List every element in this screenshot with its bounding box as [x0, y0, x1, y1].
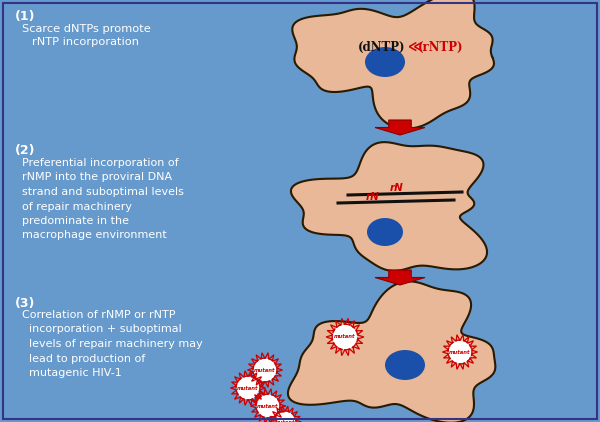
Circle shape — [274, 411, 296, 422]
Text: mutant: mutant — [449, 349, 471, 354]
Text: levels of repair machinery may: levels of repair machinery may — [22, 339, 203, 349]
Polygon shape — [292, 0, 494, 129]
Text: (rNTP): (rNTP) — [418, 41, 464, 54]
Circle shape — [254, 359, 277, 381]
Polygon shape — [375, 270, 425, 285]
Text: predominate in the: predominate in the — [22, 216, 129, 226]
Text: (3): (3) — [15, 297, 35, 310]
Text: lead to production of: lead to production of — [22, 354, 145, 363]
Circle shape — [332, 325, 358, 349]
Polygon shape — [291, 142, 487, 271]
Polygon shape — [375, 120, 425, 135]
Text: mutant: mutant — [274, 419, 296, 422]
Text: Scarce dNTPs promote: Scarce dNTPs promote — [22, 24, 151, 34]
Text: (2): (2) — [15, 144, 35, 157]
Circle shape — [236, 376, 259, 400]
Text: Correlation of rNMP or rNTP: Correlation of rNMP or rNTP — [22, 310, 176, 320]
Text: mutant: mutant — [334, 335, 356, 340]
Text: Preferential incorporation of: Preferential incorporation of — [22, 158, 179, 168]
Text: strand and suboptimal levels: strand and suboptimal levels — [22, 187, 184, 197]
Text: incorporation + suboptimal: incorporation + suboptimal — [22, 325, 182, 335]
Text: macrophage environment: macrophage environment — [22, 230, 167, 241]
Circle shape — [257, 395, 280, 417]
Ellipse shape — [365, 47, 405, 77]
Text: rN: rN — [390, 183, 404, 193]
Text: mutant: mutant — [254, 368, 276, 373]
Ellipse shape — [385, 350, 425, 380]
Text: mutant: mutant — [257, 403, 279, 408]
Ellipse shape — [367, 218, 403, 246]
Text: (1): (1) — [15, 10, 35, 23]
Text: mutant: mutant — [237, 386, 259, 390]
Text: rNMP into the proviral DNA: rNMP into the proviral DNA — [22, 173, 172, 182]
Text: (dNTP): (dNTP) — [358, 41, 405, 54]
Text: rN: rN — [366, 192, 380, 202]
Text: mutagenic HIV-1: mutagenic HIV-1 — [22, 368, 122, 378]
Circle shape — [449, 341, 472, 363]
Polygon shape — [288, 281, 496, 422]
Text: rNTP incorporation: rNTP incorporation — [32, 37, 139, 47]
Text: of repair machinery: of repair machinery — [22, 201, 132, 211]
Text: ≪: ≪ — [408, 40, 422, 54]
